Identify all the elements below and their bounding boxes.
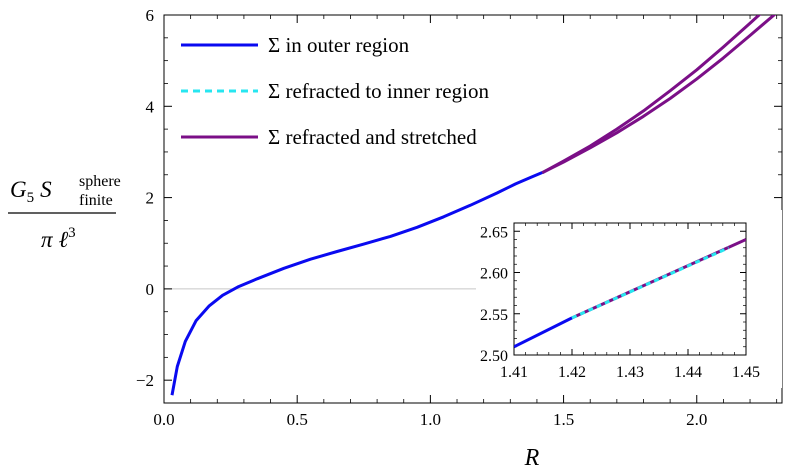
legend-label: Σ in outer region: [268, 33, 410, 57]
x-axis-title: R: [524, 445, 540, 470]
inset-background: [476, 210, 782, 388]
y-tick-label: 0: [146, 280, 155, 299]
y-tick-label: 4: [146, 97, 155, 116]
inset-y-tick-label: 2.55: [480, 307, 508, 324]
inset-x-tick-label: 1.43: [616, 364, 644, 381]
svg-text:G5S: G5 S: [10, 177, 52, 206]
main-curves: [170, 15, 777, 396]
inset-y-tick-label: 2.50: [480, 348, 508, 365]
main-plot: 0.0 0.5 1.0 1.5 2.0 −2 0 2 4 6: [136, 6, 783, 429]
svg-text:finite: finite: [79, 192, 113, 209]
y-tick-label: 6: [146, 6, 155, 25]
legend: Σ in outer region Σ refracted to inner re…: [181, 33, 489, 149]
y-tick-label: −2: [136, 371, 154, 390]
x-tick-label: 1.5: [553, 410, 574, 429]
y-tick-label: 2: [146, 189, 155, 208]
inset-series-line: [514, 316, 573, 349]
svg-text:πℓ3: π ℓ3: [41, 225, 76, 252]
x-tick-label: 2.0: [686, 410, 707, 429]
inset-plot: 1.41 1.42 1.43 1.44 1.45 2.50 2.55 2.60 2.65: [476, 210, 782, 388]
x-tick-label: 0.0: [153, 410, 174, 429]
inset-series-line: [571, 246, 730, 320]
inset-y-tick-label: 2.65: [480, 224, 508, 241]
x-tick-label: 1.0: [420, 410, 441, 429]
inset-x-tick-label: 1.45: [732, 364, 760, 381]
inset-x-tick-label: 1.41: [500, 364, 528, 381]
series-line: [541, 15, 777, 175]
series-line: [541, 15, 762, 175]
series-line: [170, 171, 543, 396]
x-tick-label: 0.5: [287, 410, 308, 429]
y-axis-title: G5 S sphere finite π ℓ3: [8, 173, 121, 252]
legend-label: Σ refracted to inner region: [268, 79, 489, 103]
inset-x-tick-label: 1.44: [674, 364, 702, 381]
inset-curves: [514, 238, 746, 349]
inset-x-tick-label: 1.42: [558, 364, 586, 381]
plot-frame: [163, 14, 783, 404]
inset-y-tick-label: 2.60: [480, 266, 508, 283]
svg-text:sphere: sphere: [79, 173, 121, 190]
legend-label: Σ refracted and stretched: [268, 125, 477, 149]
